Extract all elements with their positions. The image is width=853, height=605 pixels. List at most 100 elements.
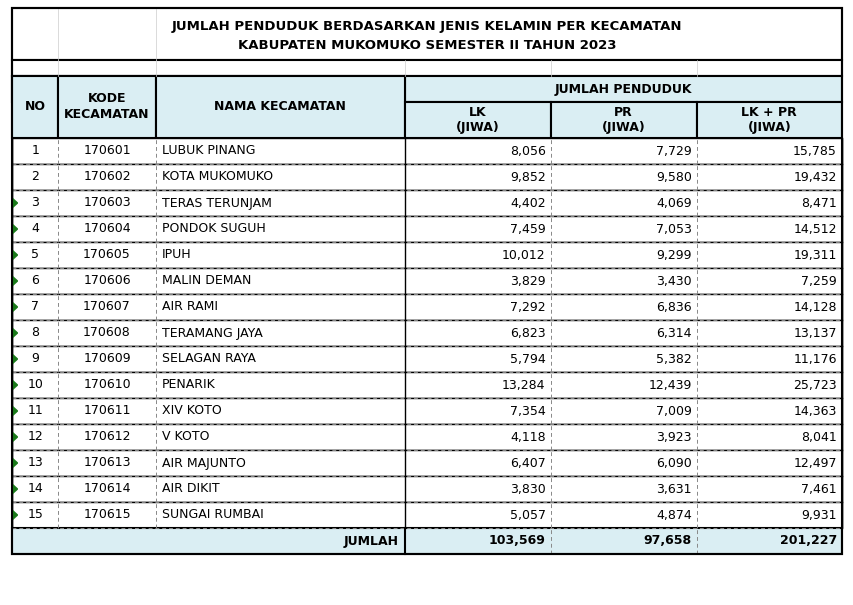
Bar [12,294,841,320]
Text: 2: 2 [32,171,39,183]
Bar [12,320,841,346]
Text: 170613: 170613 [84,457,131,469]
Text: 14,128: 14,128 [792,301,836,313]
Text: PONDOK SUGUH: PONDOK SUGUH [161,223,265,235]
Text: 5,794: 5,794 [509,353,545,365]
Text: 3,631: 3,631 [655,483,691,495]
Text: 9,580: 9,580 [655,171,691,183]
Text: 7,053: 7,053 [655,223,691,235]
Text: 6: 6 [32,275,39,287]
Text: KODE: KODE [88,93,126,105]
Text: 4,402: 4,402 [509,197,545,209]
Bar [12,268,841,294]
Text: 4,874: 4,874 [655,508,691,522]
Polygon shape [12,276,17,286]
Text: 7,461: 7,461 [800,483,836,495]
Text: 170609: 170609 [83,353,131,365]
Text: 7,354: 7,354 [509,405,545,417]
Text: 201,227: 201,227 [779,534,836,548]
Text: 8,056: 8,056 [509,145,545,157]
Text: 8: 8 [32,327,39,339]
Bar [12,424,841,450]
Text: 4: 4 [32,223,39,235]
Text: 6,836: 6,836 [655,301,691,313]
Text: 7,729: 7,729 [655,145,691,157]
Text: AIR RAMI: AIR RAMI [161,301,218,313]
Text: TERAS TERUNJAM: TERAS TERUNJAM [161,197,271,209]
Text: 170602: 170602 [83,171,131,183]
Text: 15,785: 15,785 [792,145,836,157]
Text: 170604: 170604 [83,223,131,235]
Bar [12,372,841,398]
Bar [12,164,841,190]
Text: 14,512: 14,512 [792,223,836,235]
Text: PENARIK: PENARIK [161,379,215,391]
Text: KECAMATAN: KECAMATAN [64,108,149,122]
Bar [12,216,841,242]
Text: 13,284: 13,284 [502,379,545,391]
Bar [12,450,841,476]
Text: 6,090: 6,090 [655,457,691,469]
Text: KOTA MUKOMUKO: KOTA MUKOMUKO [161,171,272,183]
Text: JUMLAH PENDUDUK BERDASARKAN JENIS KELAMIN PER KECAMATAN: JUMLAH PENDUDUK BERDASARKAN JENIS KELAMI… [171,20,682,33]
Text: 170603: 170603 [83,197,131,209]
Text: 170605: 170605 [83,249,131,261]
Polygon shape [12,354,17,364]
Polygon shape [12,302,17,312]
Text: 170606: 170606 [83,275,131,287]
Text: 11: 11 [27,405,43,417]
Text: 19,311: 19,311 [792,249,836,261]
Text: 15: 15 [27,508,44,522]
Text: 1: 1 [32,145,39,157]
Text: 3,829: 3,829 [509,275,545,287]
Text: IPUH: IPUH [161,249,191,261]
Bar [12,190,841,216]
Bar [12,476,841,502]
Text: 7: 7 [32,301,39,313]
Text: 19,432: 19,432 [792,171,836,183]
Text: 25,723: 25,723 [792,379,836,391]
Bar [404,76,841,102]
Bar [155,76,404,138]
Text: 12,497: 12,497 [792,457,836,469]
Text: 9,931: 9,931 [801,508,836,522]
Text: 8,471: 8,471 [800,197,836,209]
Text: JUMLAH PENDUDUK: JUMLAH PENDUDUK [554,82,691,96]
Polygon shape [12,380,17,390]
Text: 4,069: 4,069 [655,197,691,209]
Text: LUBUK PINANG: LUBUK PINANG [161,145,255,157]
Text: (JIWA): (JIWA) [456,120,499,134]
Text: SUNGAI RUMBAI: SUNGAI RUMBAI [161,508,263,522]
Text: (JIWA): (JIWA) [746,120,791,134]
Text: LK: LK [468,106,486,120]
Text: AIR DIKIT: AIR DIKIT [161,483,219,495]
Text: 11,176: 11,176 [792,353,836,365]
Bar [696,102,841,138]
Text: 4,118: 4,118 [509,431,545,443]
Text: PR: PR [613,106,632,120]
Text: NO: NO [25,100,46,114]
Text: 14: 14 [27,483,43,495]
Text: 3: 3 [32,197,39,209]
Text: 5: 5 [32,249,39,261]
Text: 170614: 170614 [84,483,131,495]
Text: JUMLAH: JUMLAH [343,534,398,548]
Text: 170608: 170608 [83,327,131,339]
Text: TERAMANG JAYA: TERAMANG JAYA [161,327,262,339]
Text: XIV KOTO: XIV KOTO [161,405,221,417]
Text: (JIWA): (JIWA) [601,120,645,134]
Text: 8,041: 8,041 [800,431,836,443]
Text: 10,012: 10,012 [502,249,545,261]
Polygon shape [12,250,17,260]
Polygon shape [12,458,17,468]
Text: 9,299: 9,299 [655,249,691,261]
Text: 3,830: 3,830 [509,483,545,495]
Text: 97,658: 97,658 [643,534,691,548]
Text: 170615: 170615 [83,508,131,522]
Text: NAMA KECAMATAN: NAMA KECAMATAN [214,100,345,114]
Text: 170611: 170611 [84,405,131,417]
Polygon shape [12,224,17,234]
Polygon shape [12,484,17,494]
Text: 3,430: 3,430 [655,275,691,287]
Text: 13: 13 [27,457,43,469]
